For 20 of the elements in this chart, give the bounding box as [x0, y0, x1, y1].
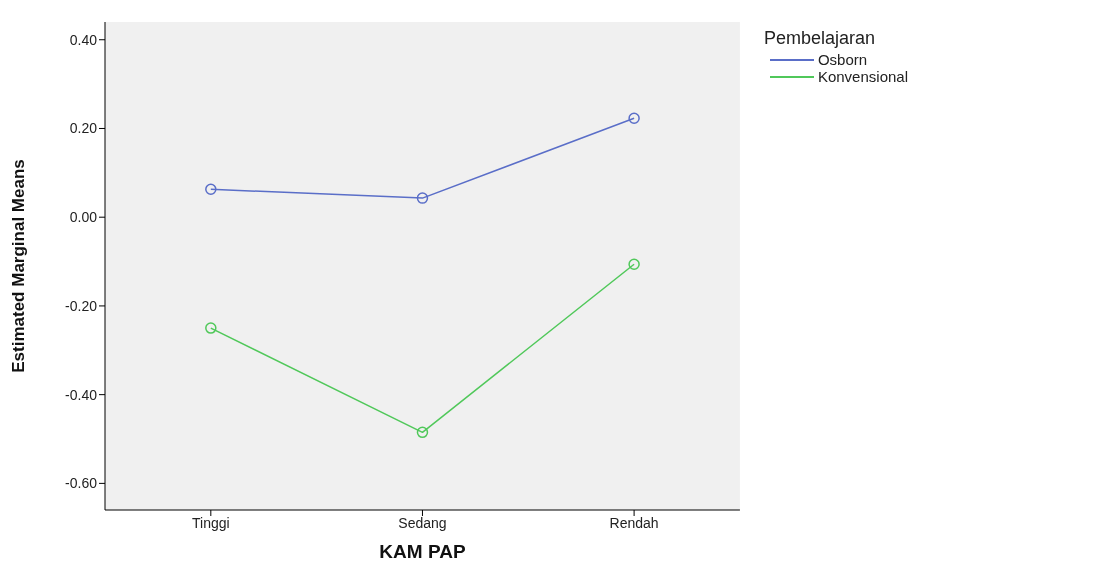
legend-label: Konvensional [817, 68, 908, 85]
x-tick-label: Rendah [609, 514, 659, 531]
y-tick-label: 0.00 [69, 209, 98, 226]
legend-title: Pembelajaran [763, 28, 876, 49]
y-tick-label: 0.40 [69, 31, 98, 48]
y-tick-label: -0.20 [65, 297, 98, 314]
x-axis-title: KAM PAP [379, 541, 466, 562]
point [628, 258, 640, 270]
point [416, 192, 429, 204]
y-axis-title: Estimated Marginal Means [9, 159, 29, 373]
point [628, 112, 640, 125]
point [416, 426, 429, 439]
point [205, 183, 217, 195]
y-tick-label: 0.20 [69, 120, 98, 137]
x-tick-label: Tinggi [192, 514, 230, 531]
y-tick-label: -0.60 [65, 475, 98, 492]
y-tick-label: -0.40 [65, 386, 98, 403]
x-tick-label: Sedang [398, 514, 447, 531]
legend-label: Osborn [817, 51, 868, 68]
point [205, 322, 217, 334]
